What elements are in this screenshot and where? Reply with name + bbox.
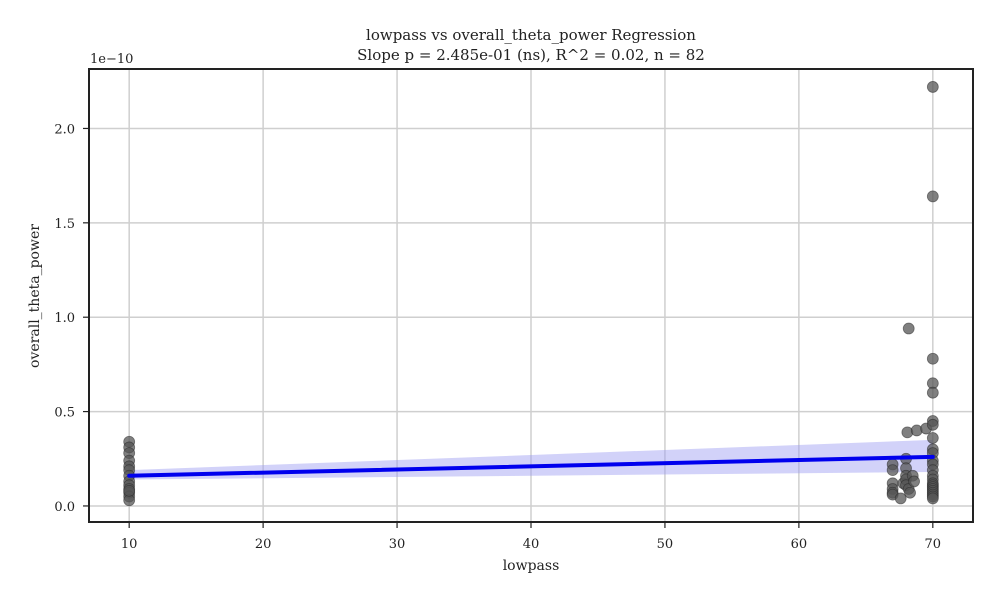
data-point [894, 492, 907, 505]
y-tick-label: 1.0 [54, 311, 75, 326]
data-point [926, 432, 939, 444]
data-point [908, 475, 920, 488]
scatter-points [123, 81, 939, 507]
x-tick-label: 30 [389, 537, 406, 552]
data-point [902, 322, 915, 335]
data-point [123, 484, 136, 497]
y-scale-offset-label: 1e−10 [90, 52, 133, 67]
data-point [926, 190, 939, 203]
y-axis-ticks: 0.0 0.5 1.0 1.5 2.0 [54, 122, 89, 515]
x-tick-label: 70 [925, 537, 942, 552]
y-tick-label: 2.0 [54, 122, 75, 137]
data-point [926, 418, 939, 431]
chart-title: lowpass vs overall_theta_power Regressio… [366, 26, 696, 44]
data-point [886, 464, 899, 476]
x-axis-ticks: 10 20 30 40 50 60 70 [121, 522, 941, 552]
y-axis-label: overall_theta_power [27, 224, 43, 368]
data-point [926, 386, 939, 399]
y-tick-label: 0.0 [54, 500, 75, 515]
x-tick-label: 10 [121, 537, 138, 552]
x-tick-label: 40 [523, 537, 540, 552]
x-tick-label: 50 [657, 537, 674, 552]
x-tick-label: 60 [791, 537, 808, 552]
data-point [926, 352, 939, 365]
data-point [904, 486, 916, 499]
chart-subtitle: Slope p = 2.485e-01 (ns), R^2 = 0.02, n … [357, 46, 705, 64]
y-tick-label: 0.5 [54, 406, 75, 421]
y-tick-label: 1.5 [54, 217, 75, 232]
x-axis-label: lowpass [503, 558, 560, 574]
data-point [926, 81, 939, 93]
x-tick-label: 20 [255, 537, 272, 552]
regression-line [127, 454, 935, 478]
grid-lines [89, 69, 973, 522]
data-point [926, 492, 939, 505]
regression-line-group [127, 454, 935, 478]
